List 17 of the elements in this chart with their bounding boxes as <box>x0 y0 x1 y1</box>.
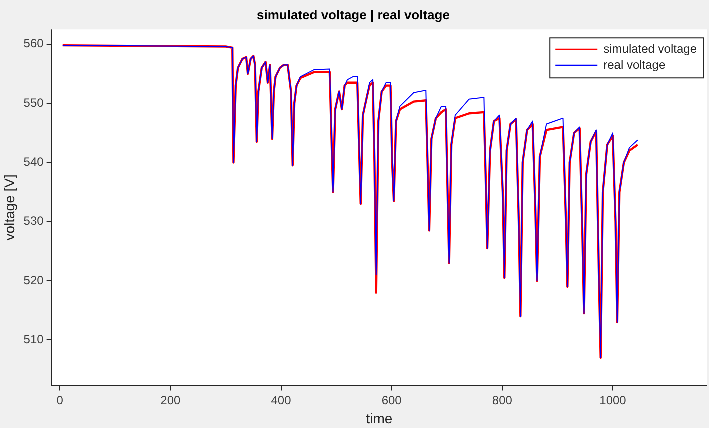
x-tick-label: 400 <box>271 393 292 408</box>
x-tick-label: 0 <box>56 393 64 408</box>
legend-label: real voltage <box>604 58 666 72</box>
y-axis-title: voltage [V] <box>1 174 18 241</box>
y-tick-label: 530 <box>24 214 44 228</box>
y-tick-label: 510 <box>24 332 44 347</box>
x-tick-label: 1000 <box>600 393 627 408</box>
legend-label: simulated voltage <box>604 42 698 56</box>
chart-title: simulated voltage | real voltage <box>257 7 450 22</box>
y-tick-label: 540 <box>24 155 44 170</box>
x-tick-label: 800 <box>492 393 513 408</box>
x-tick-label: 200 <box>160 393 182 408</box>
x-axis-title: time <box>366 410 393 426</box>
y-tick-label: 550 <box>24 96 44 110</box>
y-tick-label: 560 <box>24 36 44 51</box>
x-tick-label: 600 <box>382 393 402 408</box>
y-tick-label: 520 <box>24 273 44 288</box>
